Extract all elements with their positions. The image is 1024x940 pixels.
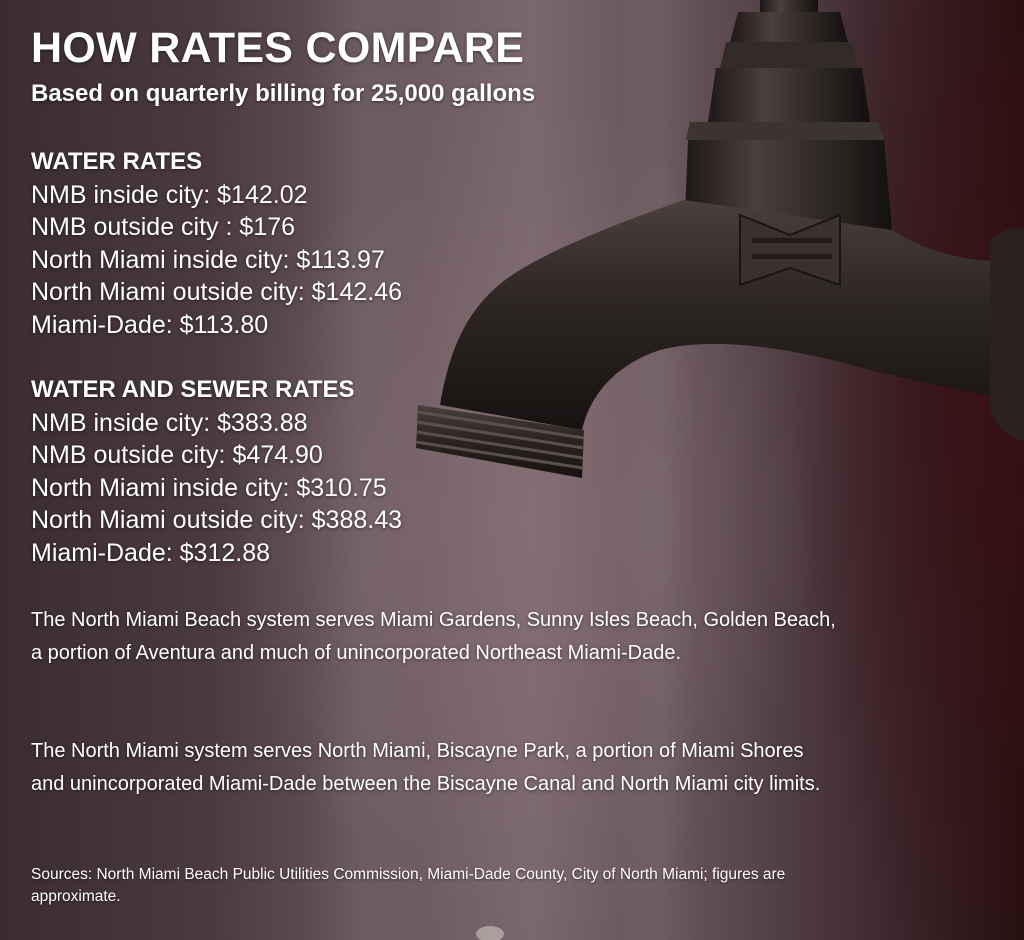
- water-rates-heading: WATER RATES: [31, 148, 203, 175]
- page-title: HOW RATES COMPARE: [31, 24, 525, 72]
- water-rate-item: Miami-Dade: $113.80: [31, 310, 269, 339]
- water-sewer-rate-item: North Miami outside city: $388.43: [31, 506, 403, 534]
- background-light-streak: [300, 0, 420, 940]
- sources-note: Sources: North Miami Beach Public Utilit…: [31, 866, 786, 905]
- water-sewer-rates-heading: WATER AND SEWER RATES: [31, 376, 355, 403]
- water-rate-item: North Miami inside city: $113.97: [31, 245, 385, 274]
- water-rate-item: NMB inside city: $142.02: [31, 180, 308, 209]
- water-rate-item: North Miami outside city: $142.46: [31, 278, 403, 306]
- water-sewer-rates-section: WATER AND SEWER RATES NMB inside city: $…: [31, 374, 402, 569]
- water-sewer-rate-item: Miami-Dade: $312.88: [31, 538, 271, 567]
- nm-system-paragraph: The North Miami system serves North Miam…: [31, 740, 821, 795]
- water-sewer-rate-item: NMB inside city: $383.88: [31, 408, 308, 437]
- water-rates-section: WATER RATES NMB inside city: $142.02 NMB…: [31, 146, 402, 341]
- water-rate-item: NMB outside city : $176: [31, 213, 296, 241]
- page-subtitle: Based on quarterly billing for 25,000 ga…: [31, 80, 536, 107]
- background-light-streak: [620, 0, 700, 940]
- water-sewer-rate-item: North Miami inside city: $310.75: [31, 473, 387, 502]
- nmb-system-paragraph: The North Miami Beach system serves Miam…: [31, 609, 836, 664]
- water-sewer-rate-item: NMB outside city: $474.90: [31, 441, 323, 469]
